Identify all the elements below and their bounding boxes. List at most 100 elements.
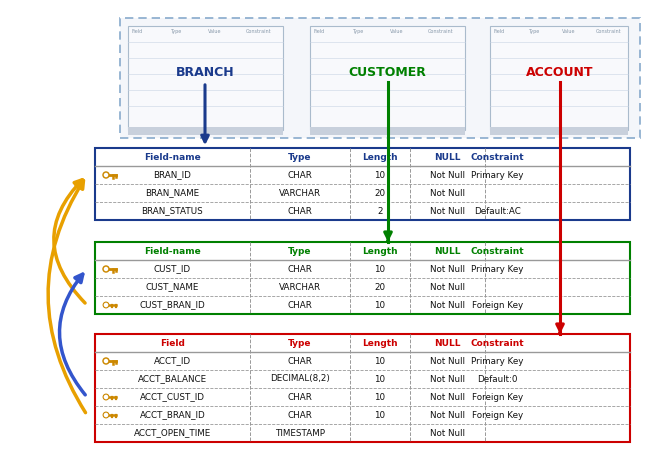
Text: ACCOUNT: ACCOUNT	[526, 66, 594, 78]
Text: Type: Type	[528, 29, 539, 34]
Circle shape	[104, 414, 108, 417]
Text: VARCHAR: VARCHAR	[279, 189, 321, 197]
Circle shape	[104, 303, 108, 307]
Text: 10: 10	[374, 357, 385, 365]
Circle shape	[103, 358, 109, 364]
Text: Length: Length	[362, 152, 398, 162]
Circle shape	[105, 304, 107, 306]
Text: Field: Field	[314, 29, 325, 34]
Bar	[128, 26, 283, 38]
Circle shape	[103, 394, 109, 400]
Text: Foreign Key: Foreign Key	[472, 301, 523, 309]
Text: TIMESTAMP: TIMESTAMP	[275, 429, 325, 437]
Text: Default:0: Default:0	[477, 375, 517, 384]
Bar	[490, 127, 628, 135]
FancyArrowPatch shape	[54, 180, 85, 303]
Bar	[310, 127, 465, 135]
Text: 20: 20	[374, 282, 385, 291]
Text: Foreign Key: Foreign Key	[472, 392, 523, 402]
Text: Not Null: Not Null	[430, 392, 465, 402]
Bar	[310, 26, 465, 38]
Text: ACCT_CUST_ID: ACCT_CUST_ID	[140, 392, 205, 402]
Text: Constraint: Constraint	[471, 152, 524, 162]
Text: CHAR: CHAR	[288, 392, 312, 402]
Text: ACCT_OPEN_TIME: ACCT_OPEN_TIME	[134, 429, 211, 437]
Text: 10: 10	[374, 410, 385, 420]
Text: 10: 10	[374, 170, 385, 179]
Circle shape	[105, 396, 107, 398]
Text: Value: Value	[390, 29, 403, 34]
Text: Type: Type	[288, 246, 312, 256]
Text: Not Null: Not Null	[430, 189, 465, 197]
Text: BRAN_STATUS: BRAN_STATUS	[142, 207, 203, 215]
Text: Not Null: Not Null	[430, 375, 465, 384]
Text: Field: Field	[160, 338, 185, 347]
Text: Not Null: Not Null	[430, 207, 465, 215]
Bar	[310, 26, 465, 130]
Circle shape	[105, 414, 107, 416]
Text: Constraint: Constraint	[428, 29, 453, 34]
Text: Value: Value	[208, 29, 222, 34]
Text: DECIMAL(8,2): DECIMAL(8,2)	[270, 375, 330, 384]
Circle shape	[103, 412, 109, 418]
Text: ACCT_ID: ACCT_ID	[154, 357, 191, 365]
Text: BRAN_ID: BRAN_ID	[154, 170, 191, 179]
Text: Value: Value	[562, 29, 576, 34]
Text: 10: 10	[374, 264, 385, 274]
Bar	[95, 148, 630, 220]
Text: Type: Type	[170, 29, 182, 34]
Text: CUST_ID: CUST_ID	[154, 264, 191, 274]
Circle shape	[104, 174, 108, 177]
Text: 2: 2	[378, 207, 383, 215]
Text: Type: Type	[288, 152, 312, 162]
FancyArrowPatch shape	[48, 181, 86, 413]
Text: 20: 20	[374, 189, 385, 197]
Bar	[95, 334, 630, 442]
Text: CUSTOMER: CUSTOMER	[348, 66, 426, 78]
FancyArrowPatch shape	[59, 274, 85, 395]
Text: ACCT_BALANCE: ACCT_BALANCE	[138, 375, 207, 384]
Circle shape	[104, 268, 108, 270]
Text: CUST_NAME: CUST_NAME	[146, 282, 199, 291]
Text: Primary Key: Primary Key	[471, 357, 523, 365]
Text: Constraint: Constraint	[471, 338, 524, 347]
Bar	[128, 127, 283, 135]
Text: Not Null: Not Null	[430, 301, 465, 309]
Text: Default:AC: Default:AC	[474, 207, 521, 215]
Text: Not Null: Not Null	[430, 410, 465, 420]
Text: Constraint: Constraint	[246, 29, 272, 34]
Bar	[95, 242, 630, 314]
Text: CHAR: CHAR	[288, 207, 312, 215]
Text: Not Null: Not Null	[430, 357, 465, 365]
Text: CUST_BRAN_ID: CUST_BRAN_ID	[140, 301, 205, 309]
Text: Foreign Key: Foreign Key	[472, 410, 523, 420]
Circle shape	[103, 266, 109, 272]
Text: ACCT_BRAN_ID: ACCT_BRAN_ID	[140, 410, 205, 420]
Text: Field: Field	[132, 29, 143, 34]
Bar	[490, 26, 628, 130]
Text: Field: Field	[494, 29, 506, 34]
Text: Primary Key: Primary Key	[471, 170, 523, 179]
Text: CHAR: CHAR	[288, 410, 312, 420]
Text: CHAR: CHAR	[288, 357, 312, 365]
Text: Not Null: Not Null	[430, 264, 465, 274]
Text: Not Null: Not Null	[430, 429, 465, 437]
Text: CHAR: CHAR	[288, 264, 312, 274]
Text: Type: Type	[288, 338, 312, 347]
Bar	[490, 26, 628, 38]
Text: Type: Type	[352, 29, 363, 34]
Text: NULL: NULL	[434, 152, 461, 162]
Text: CHAR: CHAR	[288, 170, 312, 179]
Text: BRANCH: BRANCH	[176, 66, 234, 78]
Text: Length: Length	[362, 246, 398, 256]
Text: 10: 10	[374, 375, 385, 384]
Bar	[128, 26, 283, 130]
Text: BRAN_NAME: BRAN_NAME	[145, 189, 199, 197]
Circle shape	[103, 302, 109, 308]
Text: Not Null: Not Null	[430, 170, 465, 179]
Text: NULL: NULL	[434, 338, 461, 347]
Text: Length: Length	[362, 338, 398, 347]
Text: Constraint: Constraint	[471, 246, 524, 256]
Text: Field-name: Field-name	[144, 152, 201, 162]
Text: Constraint: Constraint	[596, 29, 622, 34]
